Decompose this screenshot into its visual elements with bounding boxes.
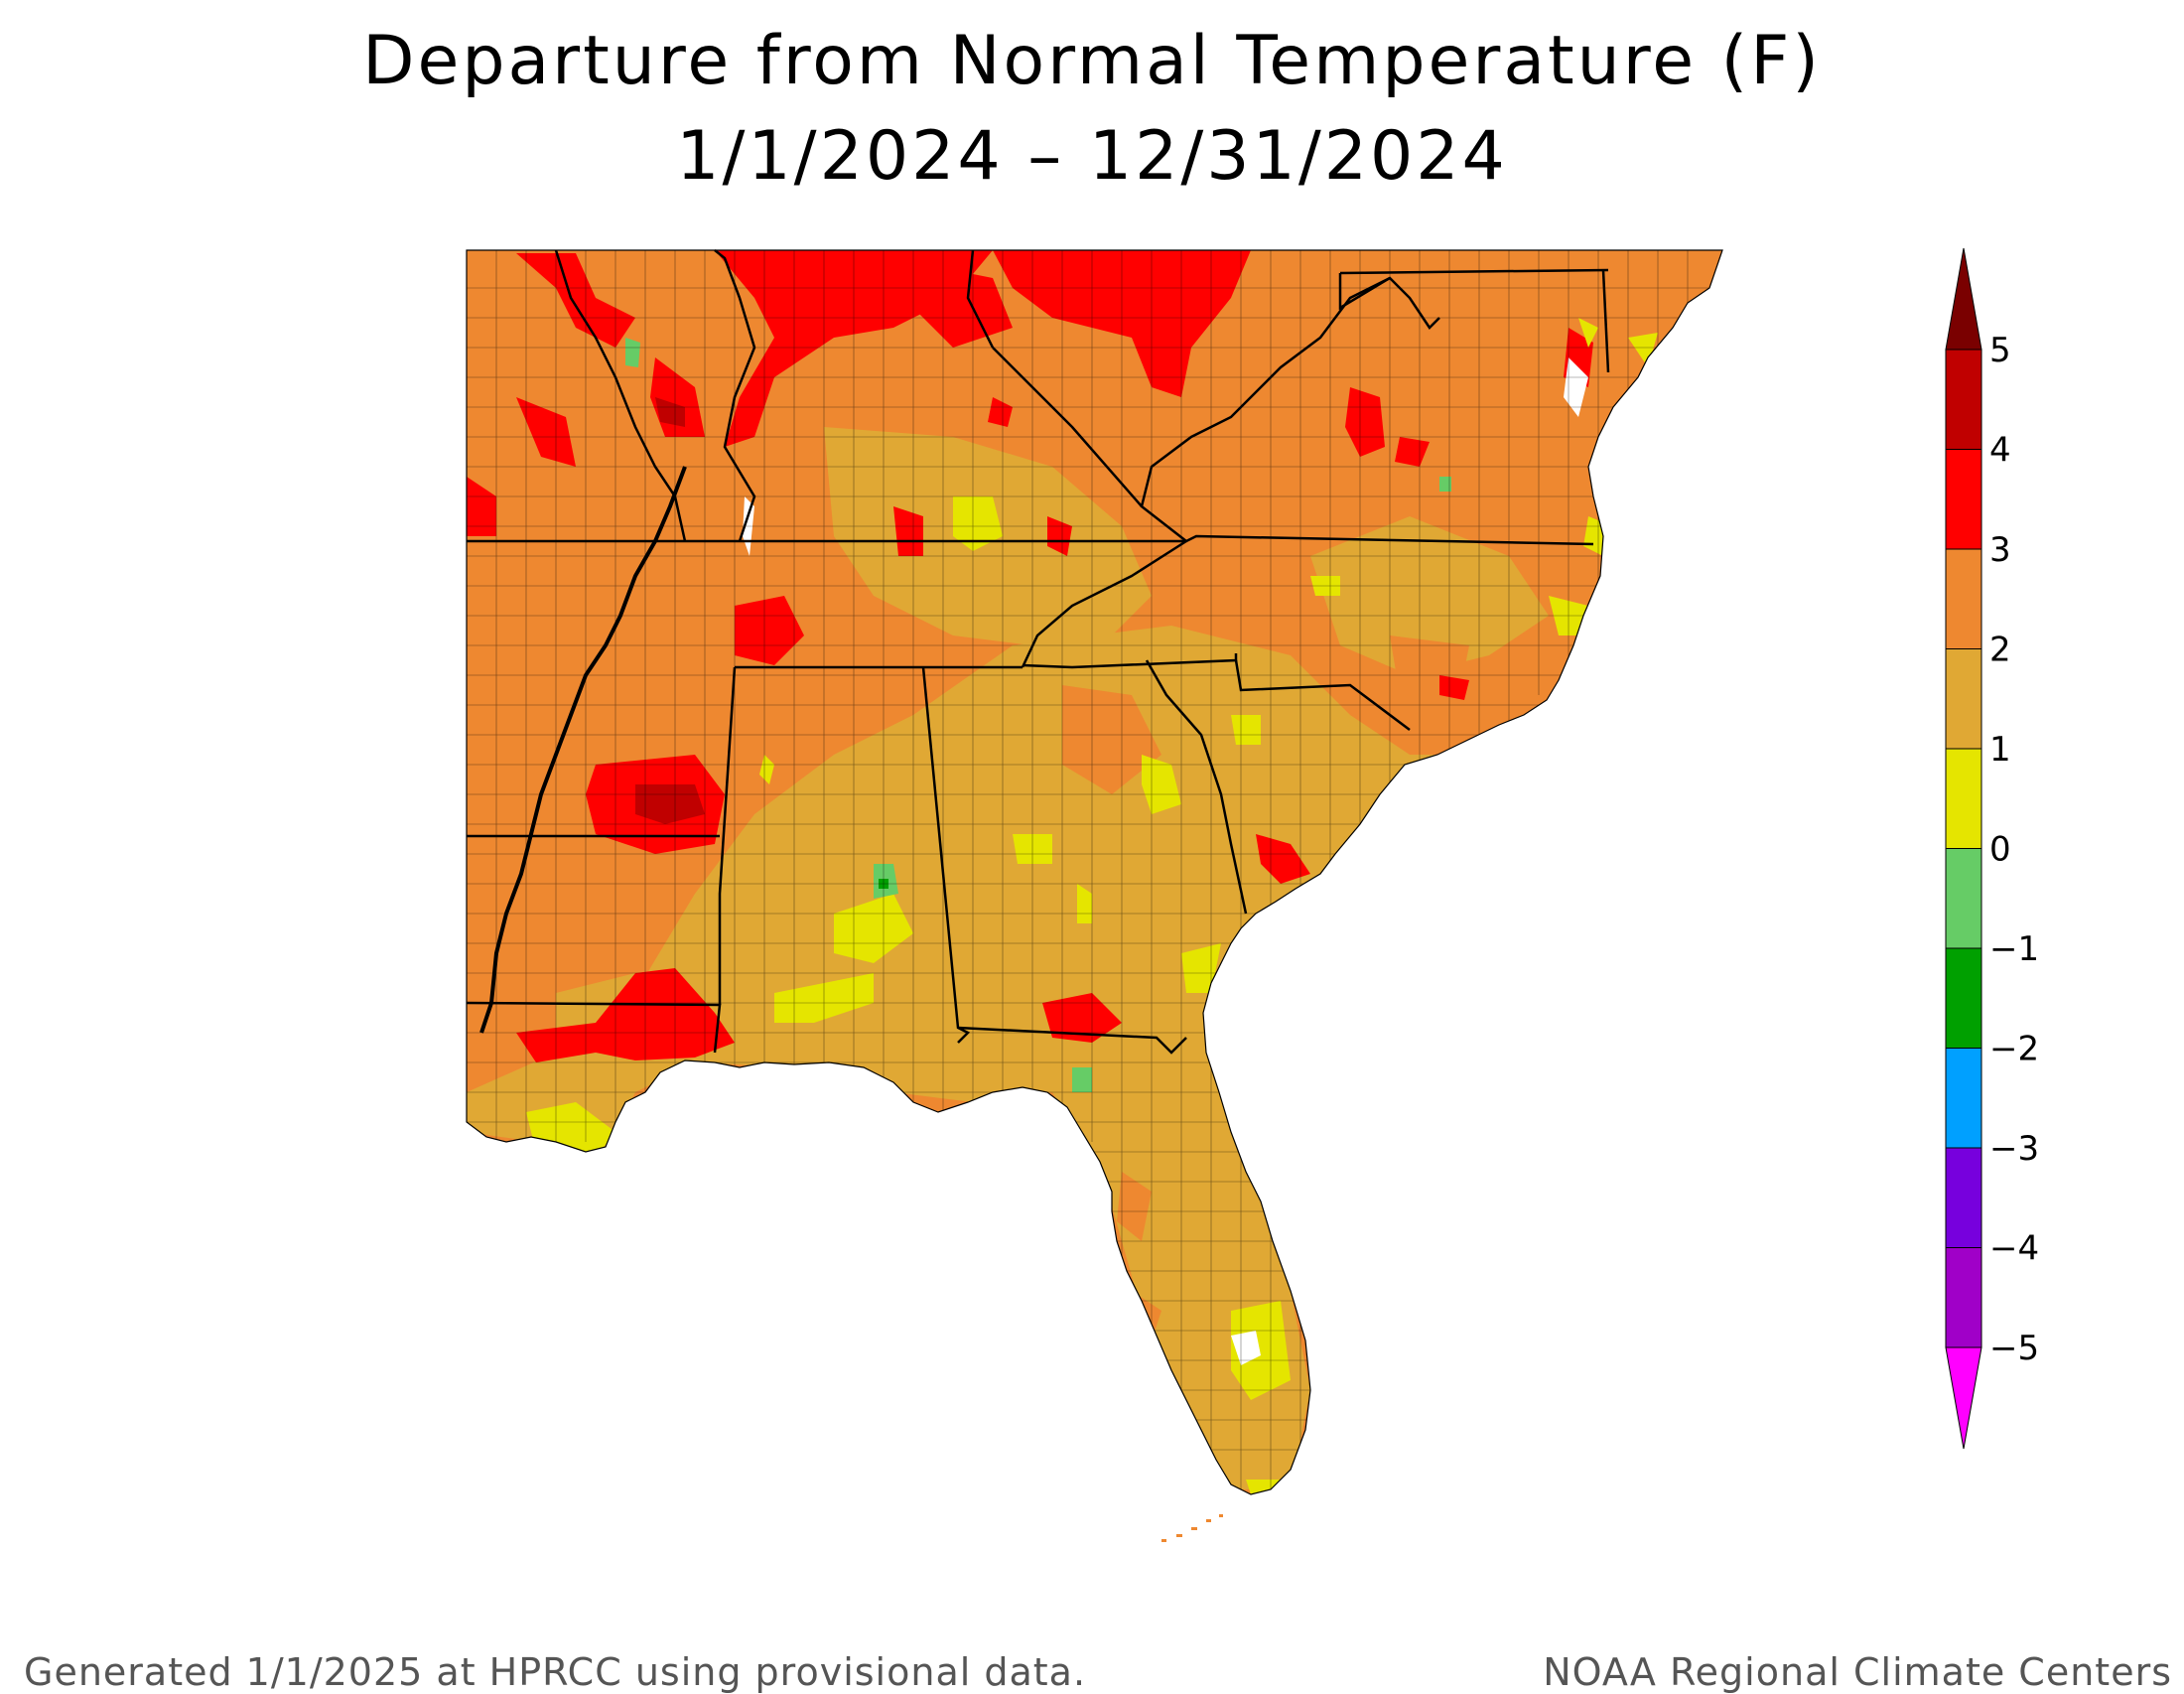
legend-bin [1945, 848, 1982, 949]
legend-bin [1945, 1346, 1982, 1450]
legend-bin [1945, 648, 1982, 750]
legend-bin [1945, 947, 1982, 1049]
legend-tick-label: 4 [1989, 431, 2011, 471]
legend-tick-label: −1 [1989, 929, 2039, 969]
legend-tick-label: −4 [1989, 1229, 2039, 1269]
map-title: Departure from Normal Temperature (F) [362, 22, 1822, 100]
legend-bin [1945, 1147, 1982, 1248]
legend-bin [1945, 548, 1982, 649]
florida-keys [1161, 1514, 1223, 1542]
legend-tick-label: −3 [1989, 1129, 2039, 1169]
legend-bin [1945, 1247, 1982, 1348]
county-boundaries [467, 250, 1722, 1489]
legend-bin [1945, 748, 1982, 849]
temperature-fill [467, 250, 1658, 1494]
legend-tick-label: 0 [1989, 830, 2011, 870]
map-date-range: 1/1/2024 – 12/31/2024 [676, 117, 1508, 196]
legend-bin [1945, 247, 1982, 351]
legend-tick-label: 2 [1989, 631, 2011, 670]
legend-tick-label: −5 [1989, 1329, 2039, 1368]
legend-bin [1945, 349, 1982, 450]
legend-bin [1945, 449, 1982, 550]
legend-tick-label: 3 [1989, 530, 2011, 570]
generated-note: Generated 1/1/2025 at HPRCC using provis… [24, 1650, 1087, 1694]
legend-tick-label: 1 [1989, 730, 2011, 770]
legend-tick-label: −2 [1989, 1030, 2039, 1069]
source-credit: NOAA Regional Climate Centers [1543, 1650, 2172, 1694]
legend-tick-label: 5 [1989, 331, 2011, 370]
legend-bin [1945, 1048, 1982, 1149]
